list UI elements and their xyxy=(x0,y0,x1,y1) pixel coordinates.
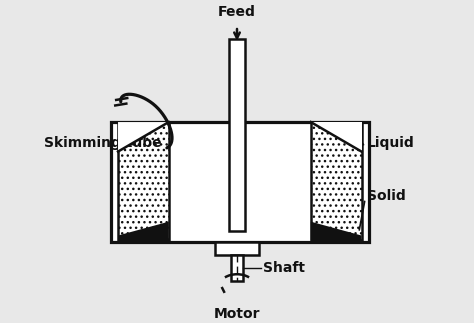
Polygon shape xyxy=(311,122,362,151)
Text: Solid: Solid xyxy=(367,189,406,203)
Text: Feed: Feed xyxy=(218,5,256,19)
Bar xyxy=(118,122,169,240)
Bar xyxy=(231,255,243,281)
Text: Motor: Motor xyxy=(214,307,260,320)
Polygon shape xyxy=(118,122,169,151)
Polygon shape xyxy=(311,222,362,240)
Polygon shape xyxy=(118,222,169,240)
Bar xyxy=(311,122,362,240)
Bar xyxy=(110,122,369,242)
Text: Shaft: Shaft xyxy=(263,261,305,275)
Bar xyxy=(228,39,246,231)
Bar xyxy=(215,242,259,255)
Text: Liquid: Liquid xyxy=(367,136,415,150)
Text: Skimming tube: Skimming tube xyxy=(44,136,162,150)
